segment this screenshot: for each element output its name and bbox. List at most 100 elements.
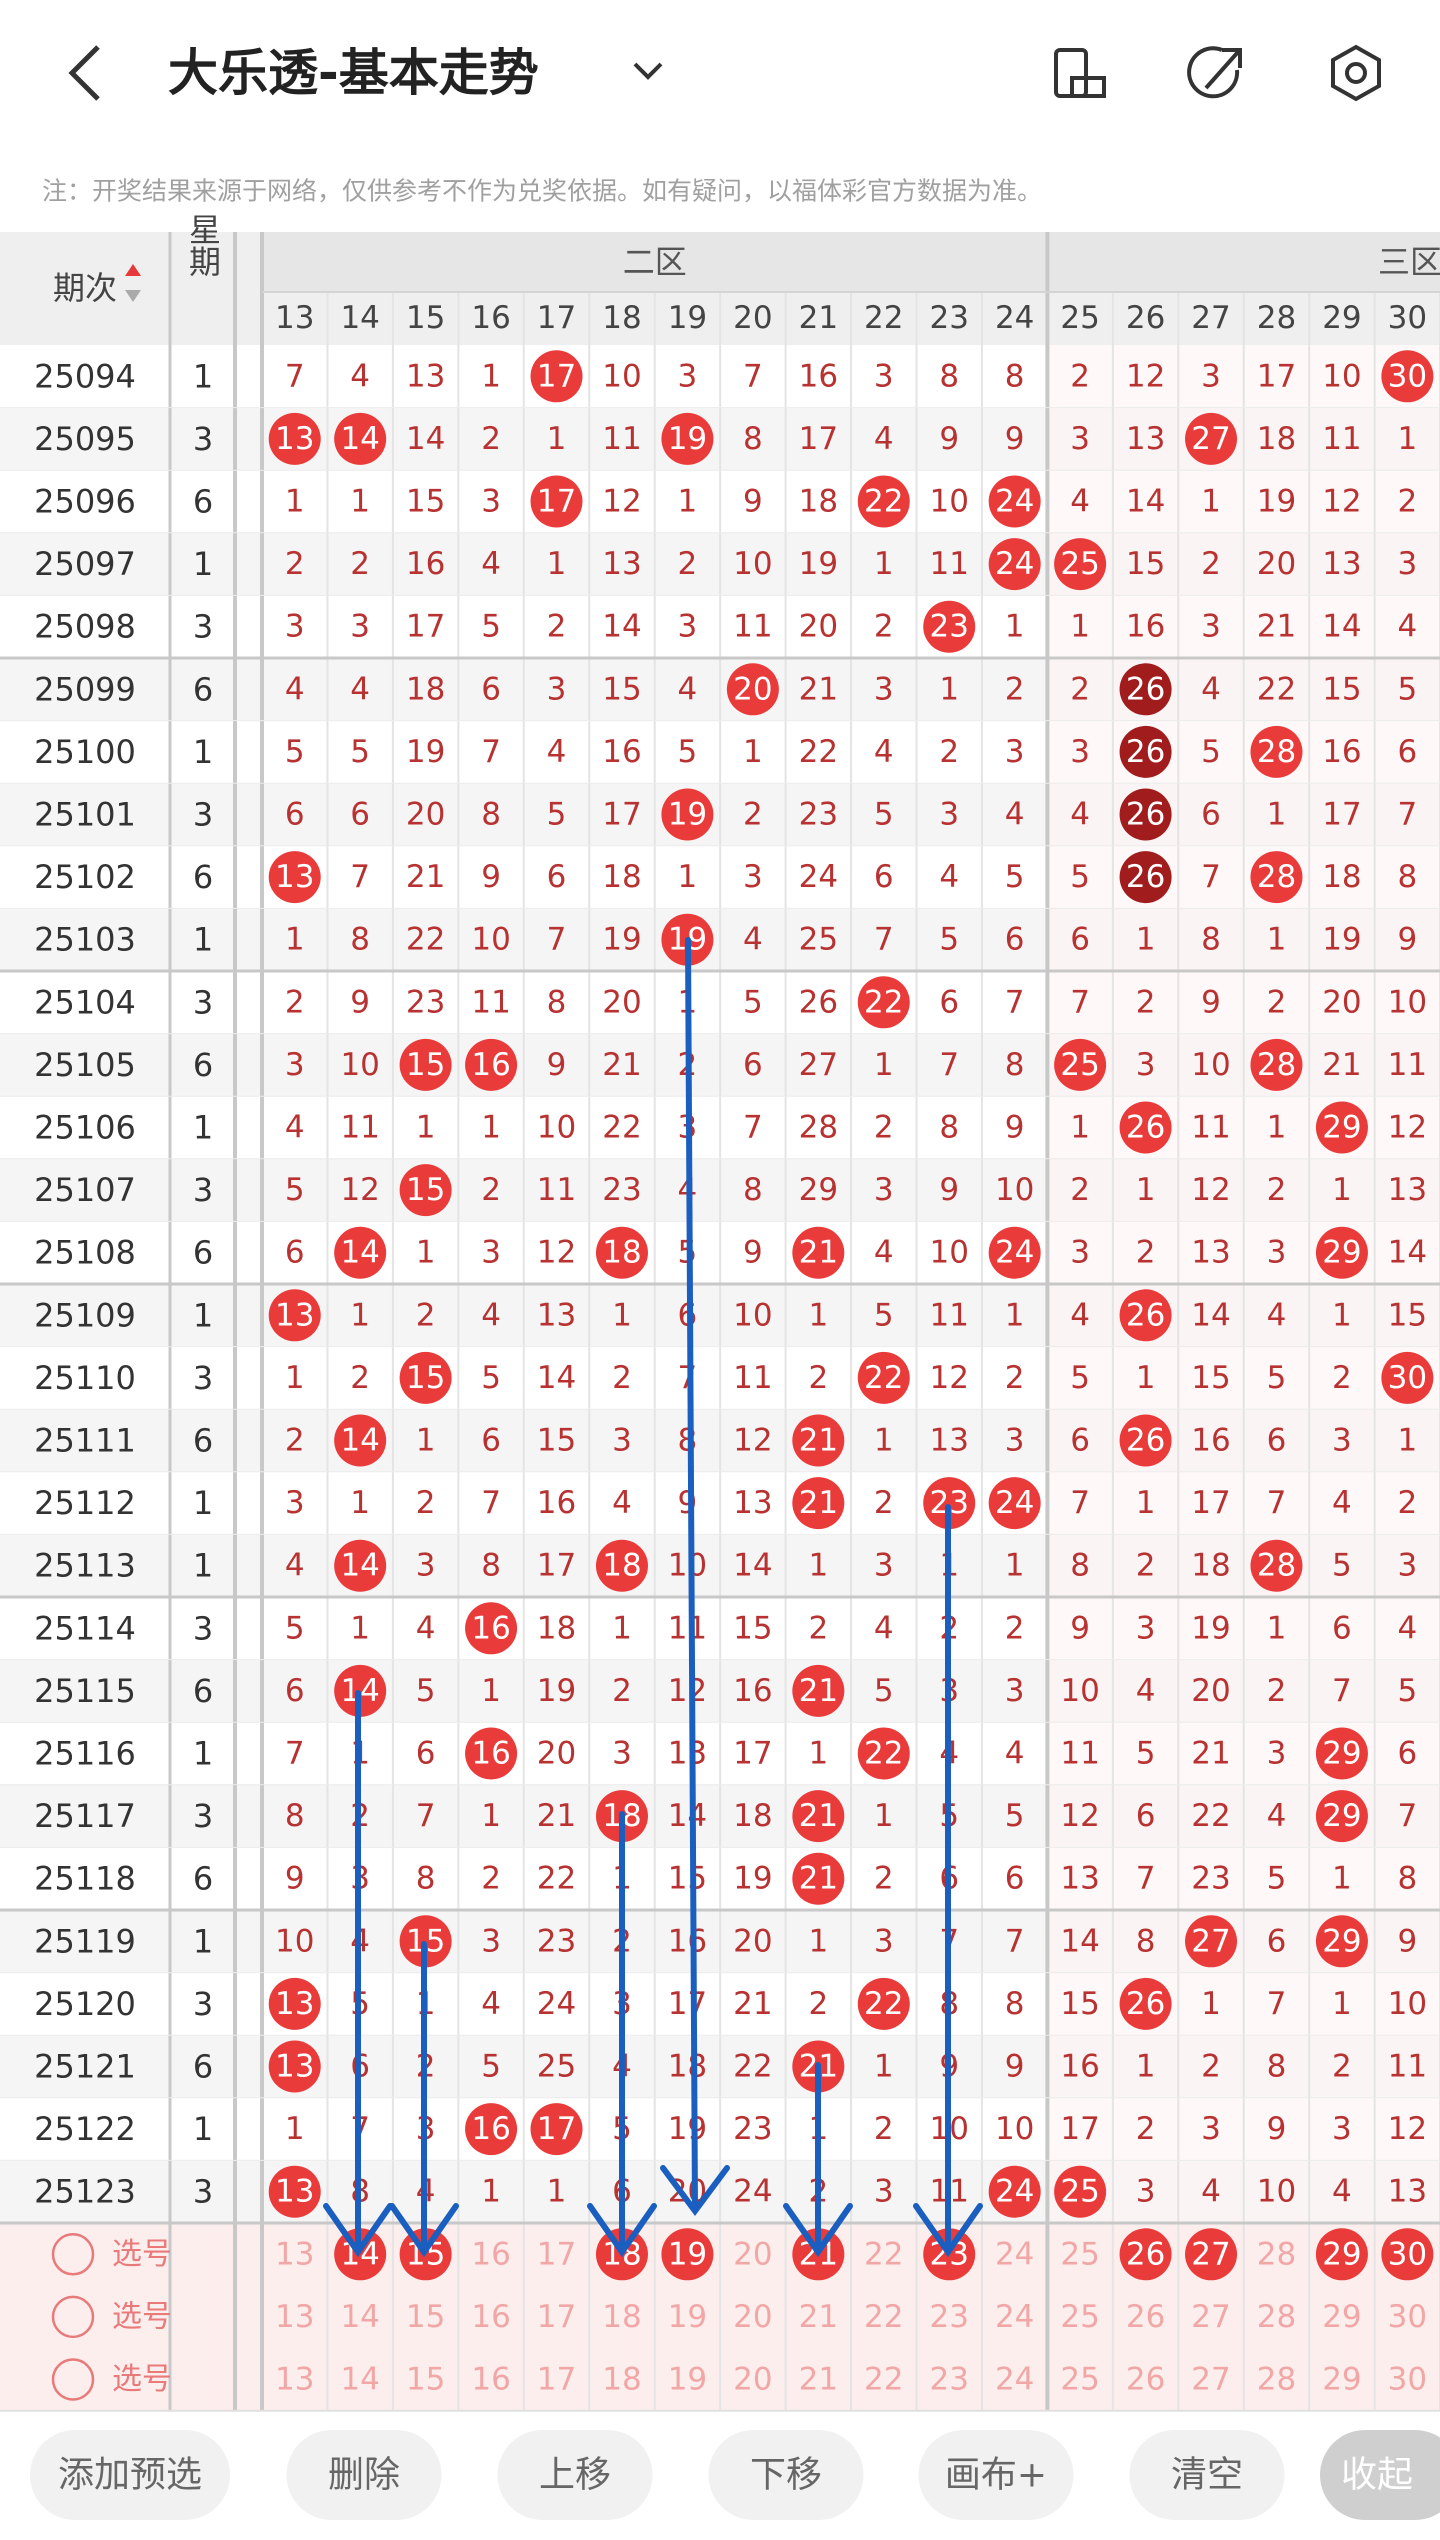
toolbar-button[interactable] [286, 2430, 442, 2520]
pick-option[interactable]: 27 [1191, 2362, 1230, 2398]
pick-option[interactable]: 29 [1322, 2362, 1361, 2398]
pick-option[interactable]: 27 [1191, 2299, 1230, 2335]
pick-option[interactable]: 20 [733, 2236, 772, 2272]
pick-option[interactable]: 30 [1388, 2362, 1427, 2398]
pick-option[interactable]: 18 [602, 2299, 641, 2335]
pick-option[interactable]: 19 [668, 2362, 707, 2398]
miss-count: 22 [733, 2049, 772, 2085]
pick-option[interactable]: 14 [340, 2362, 379, 2398]
toolbar-button[interactable] [1320, 2430, 1440, 2520]
pick-option[interactable]: 30 [1388, 2299, 1427, 2335]
select-radio[interactable] [51, 2233, 95, 2276]
picked-number[interactable]: 27 [1191, 2236, 1230, 2272]
picked-number[interactable]: 29 [1322, 2236, 1361, 2272]
page-title[interactable]: 大乐透-基本走势 [168, 44, 539, 102]
select-label[interactable]: 选号 [112, 2237, 172, 2272]
pick-option[interactable]: 28 [1257, 2362, 1296, 2398]
issue-number: 25120 [34, 1985, 136, 2023]
pick-option[interactable]: 23 [929, 2299, 968, 2335]
pick-option[interactable]: 20 [733, 2299, 772, 2335]
pick-option[interactable]: 24 [995, 2299, 1034, 2335]
pick-option[interactable]: 24 [995, 2236, 1034, 2272]
pick-option[interactable]: 22 [864, 2236, 903, 2272]
miss-count: 17 [537, 1548, 576, 1584]
miss-count: 8 [481, 797, 501, 833]
pick-option[interactable]: 16 [471, 2236, 510, 2272]
toolbar-button[interactable] [30, 2430, 230, 2520]
picked-ball[interactable] [1119, 2228, 1172, 2281]
issue-header[interactable]: 期次 [53, 269, 117, 307]
toolbar-button[interactable] [918, 2430, 1074, 2520]
miss-count: 18 [799, 484, 838, 520]
pick-option[interactable]: 17 [537, 2362, 576, 2398]
pick-option[interactable]: 29 [1322, 2299, 1361, 2335]
picked-ball[interactable] [661, 2228, 714, 2281]
pick-option[interactable]: 13 [275, 2299, 314, 2335]
toolbar-label[interactable]: 收起 [1341, 2455, 1413, 2496]
pick-option[interactable]: 17 [537, 2236, 576, 2272]
pick-option[interactable]: 13 [275, 2362, 314, 2398]
select-radio[interactable] [51, 2358, 95, 2401]
sort-down[interactable] [125, 290, 141, 302]
miss-count: 3 [874, 1548, 894, 1584]
select-label[interactable]: 选号 [112, 2299, 172, 2334]
pick-option[interactable]: 19 [668, 2299, 707, 2335]
toolbar-label[interactable]: 上移 [539, 2455, 611, 2496]
picked-ball[interactable] [1315, 2228, 1368, 2281]
pick-option[interactable]: 22 [864, 2299, 903, 2335]
pick-option[interactable]: 14 [340, 2299, 379, 2335]
toolbar-label[interactable]: 清空 [1171, 2455, 1243, 2496]
picked-number[interactable]: 19 [668, 2236, 707, 2272]
pick-option[interactable]: 15 [406, 2299, 445, 2335]
miss-count: 11 [1322, 421, 1361, 457]
pick-option[interactable]: 16 [471, 2299, 510, 2335]
toolbar-button[interactable] [1129, 2430, 1285, 2520]
picked-number[interactable]: 30 [1388, 2236, 1427, 2272]
hit-number: 19 [668, 797, 707, 833]
pick-option[interactable]: 26 [1126, 2299, 1165, 2335]
pick-option[interactable]: 28 [1257, 2236, 1296, 2272]
toolbar-label[interactable]: 删除 [328, 2455, 400, 2496]
miss-count: 2 [481, 421, 501, 457]
pick-option[interactable]: 25 [1060, 2362, 1099, 2398]
pick-option[interactable]: 17 [537, 2299, 576, 2335]
miss-count: 12 [929, 1360, 968, 1396]
pick-option[interactable]: 20 [733, 2362, 772, 2398]
pick-option[interactable]: 28 [1257, 2299, 1296, 2335]
pick-option[interactable]: 26 [1126, 2362, 1165, 2398]
select-label[interactable]: 选号 [112, 2362, 172, 2397]
toolbar-label[interactable]: 画布+ [945, 2455, 1047, 2496]
sort-up[interactable] [125, 264, 141, 276]
title-dropdown[interactable] [633, 62, 663, 80]
toolbar-label[interactable]: 下移 [750, 2455, 822, 2496]
share-icon[interactable] [1187, 46, 1242, 99]
pick-option[interactable]: 22 [864, 2362, 903, 2398]
pick-option[interactable]: 13 [275, 2236, 314, 2272]
toolbar-button[interactable] [497, 2430, 653, 2520]
pick-option[interactable]: 21 [799, 2299, 838, 2335]
back-button[interactable] [68, 45, 100, 101]
picked-number[interactable]: 26 [1126, 2236, 1165, 2272]
pick-option[interactable]: 24 [995, 2362, 1034, 2398]
miss-count: 4 [678, 671, 698, 707]
pick-option[interactable]: 18 [602, 2362, 641, 2398]
pick-option[interactable]: 25 [1060, 2236, 1099, 2272]
picked-ball[interactable] [1381, 2228, 1434, 2281]
toolbar-label[interactable]: 添加预选 [58, 2455, 202, 2496]
settings-icon[interactable] [1331, 44, 1381, 102]
pick-option[interactable]: 25 [1060, 2299, 1099, 2335]
pick-option[interactable]: 23 [929, 2362, 968, 2398]
weekday: 3 [193, 796, 213, 834]
pick-option[interactable]: 16 [471, 2362, 510, 2398]
select-radio[interactable] [51, 2295, 95, 2339]
pick-option[interactable]: 15 [406, 2362, 445, 2398]
issue-number: 25095 [34, 420, 136, 458]
picked-ball[interactable] [1185, 2228, 1238, 2281]
layout-icon[interactable] [1054, 48, 1106, 98]
pick-option[interactable]: 21 [799, 2362, 838, 2398]
toolbar-button[interactable] [708, 2430, 864, 2520]
miss-count: 11 [340, 1110, 379, 1146]
hit-number: 27 [1191, 421, 1230, 457]
miss-count: 2 [808, 1360, 828, 1396]
column-number: 24 [995, 300, 1034, 336]
